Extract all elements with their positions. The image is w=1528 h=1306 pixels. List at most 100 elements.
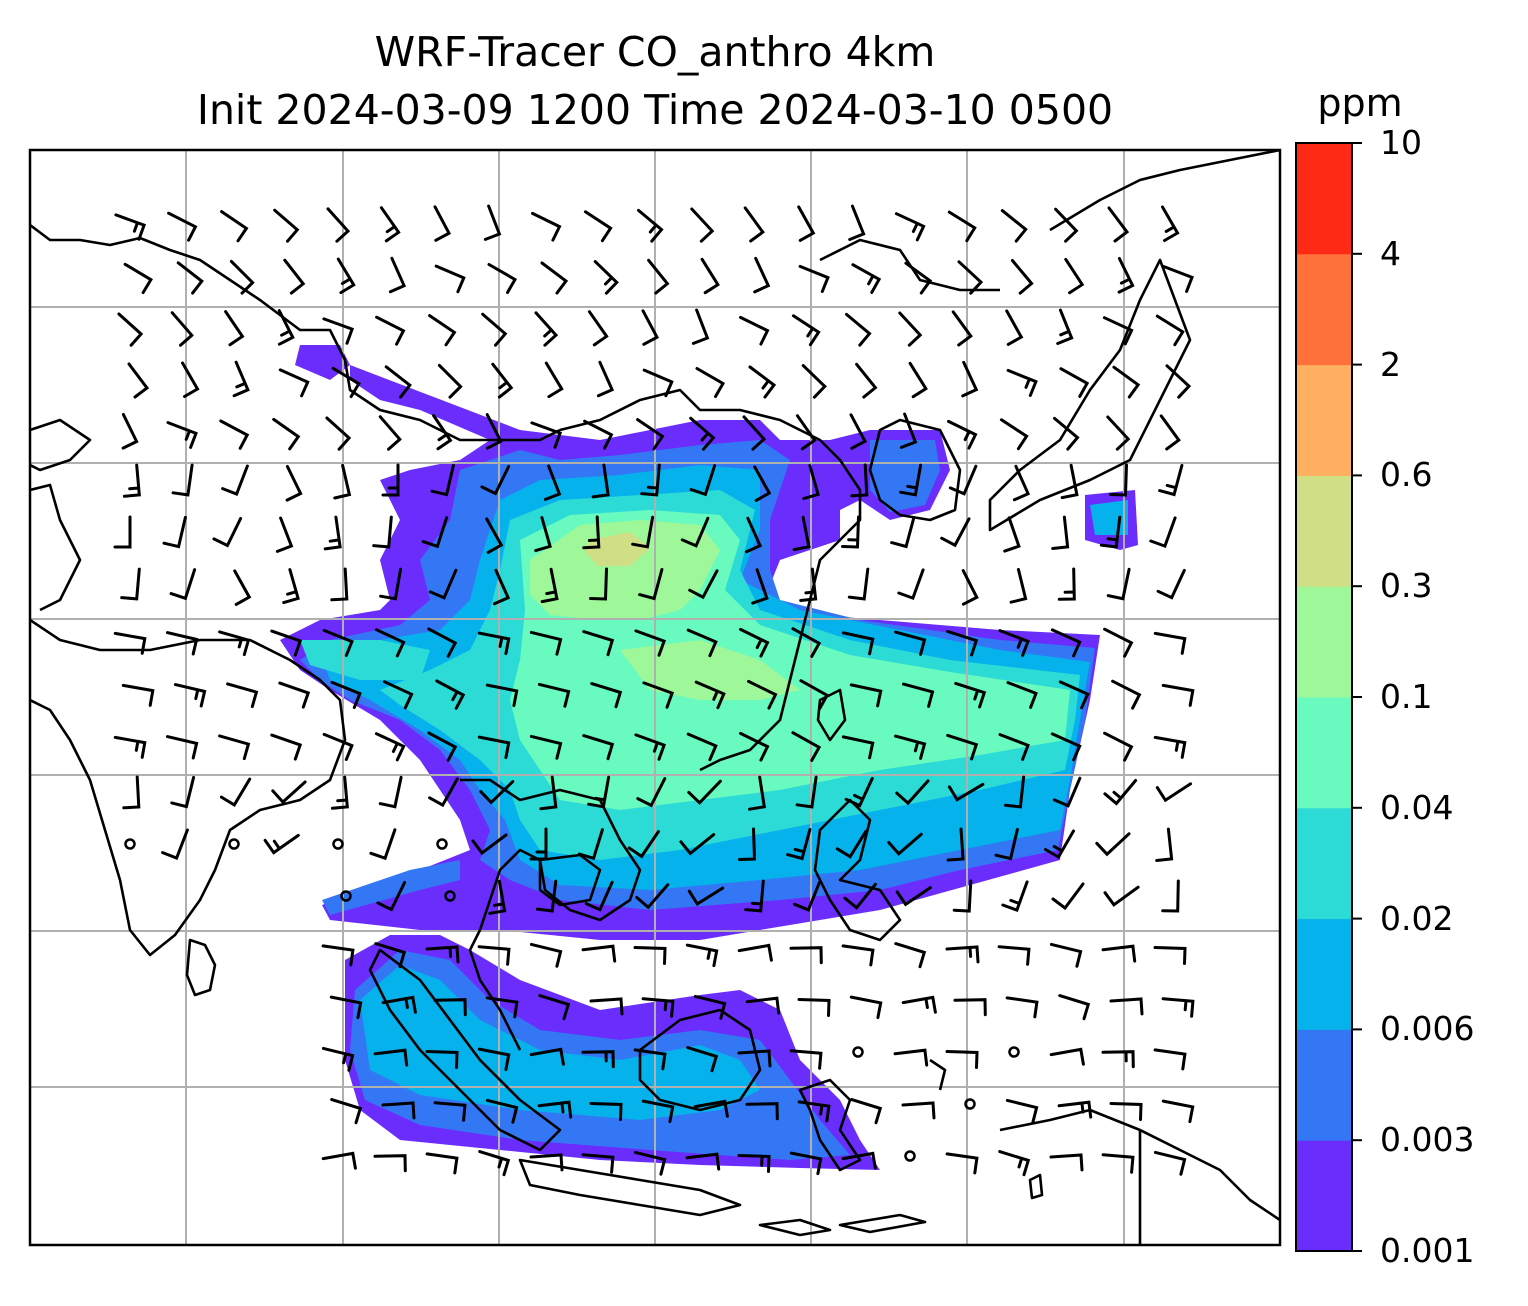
wind-barb: [285, 465, 303, 502]
wind-barb: [376, 881, 407, 912]
wind-barb: [1165, 364, 1192, 399]
colorbar-segment: [1296, 807, 1352, 920]
wind-barb: [793, 880, 822, 912]
wind-barb: [633, 1048, 667, 1071]
wind-barb: [795, 414, 817, 451]
wind-barb: [1060, 463, 1079, 500]
wind-barb: [282, 568, 300, 605]
coastline-sulawesi: [798, 1078, 862, 1172]
wind-barb: [471, 833, 508, 856]
wind-barb: [329, 995, 363, 1020]
coastline-west: [30, 418, 92, 612]
colorbar-segment: [1296, 364, 1352, 476]
wind-barb: [1109, 997, 1144, 1016]
wind-barb: [895, 779, 930, 806]
wind-barb: [1051, 515, 1070, 550]
wind-barb: [1161, 1099, 1195, 1124]
wind-barb: [1155, 827, 1174, 862]
wind-barb: [642, 368, 674, 398]
wind-barb: [425, 1152, 459, 1175]
wind-barb: [122, 463, 141, 498]
wind-barb: [739, 627, 770, 658]
wind-barb: [789, 946, 823, 965]
wind-barb: [369, 828, 397, 861]
wind-barb: [844, 776, 874, 808]
wind-barb: [321, 944, 355, 967]
wind-barb: [477, 631, 511, 656]
wind-barb: [232, 360, 250, 398]
wind-barb: [631, 515, 655, 549]
wind-barb: [753, 256, 771, 294]
wind-barb: [946, 733, 979, 761]
colorbar-tick-label: 0.04: [1380, 787, 1454, 827]
wind-barb: [994, 827, 1019, 861]
wind-barb: [890, 516, 916, 549]
wind-barb: [1005, 996, 1039, 1019]
wind-barb: [330, 680, 362, 709]
wind-barb: [435, 679, 466, 710]
colorbar: [1296, 143, 1352, 1252]
wind-barb: [543, 464, 562, 501]
wind-barb: [529, 1153, 564, 1172]
wind-barb: [686, 628, 718, 658]
wind-barb: [1162, 265, 1194, 293]
wind-barb: [1044, 829, 1075, 860]
wind-barb: [171, 463, 194, 497]
wind-barb: [321, 1151, 357, 1170]
wind-barb: [590, 682, 623, 709]
colorbar-tick-label: 2: [1380, 344, 1401, 384]
wind-barb: [322, 732, 354, 761]
wind-barb: [537, 1100, 573, 1119]
coastline-sumatra: [368, 948, 562, 1152]
wind-barb: [753, 465, 772, 502]
wind-barb: [1099, 515, 1122, 549]
wind-barb: [641, 1099, 675, 1124]
wind-barb: [633, 946, 667, 965]
wind-barb: [583, 419, 614, 450]
wind-barb: [999, 418, 1029, 451]
wind-barb: [121, 683, 155, 707]
coastline-small-islands: [758, 1058, 1044, 1237]
wind-barb: [1159, 414, 1181, 451]
wind-barb: [835, 829, 868, 859]
coastline-arabia-iran: [30, 223, 561, 442]
wind-barb: [479, 780, 515, 805]
wind-barb: [799, 567, 818, 602]
wind-barb: [636, 777, 667, 808]
wind-barb: [945, 1152, 979, 1175]
wind-barb: [581, 944, 617, 963]
wind-barbs: [113, 204, 1195, 1177]
wind-barb: [278, 681, 311, 709]
wind-barb: [321, 1046, 355, 1072]
wind-barb: [961, 569, 979, 606]
wind-barb: [166, 421, 198, 449]
wind-barb: [637, 208, 664, 243]
colorbar-tick-label: 4: [1380, 233, 1401, 273]
wind-barb: [895, 886, 932, 907]
wind-barb: [748, 365, 777, 399]
wind-barb: [635, 883, 670, 910]
wind-barb: [330, 1098, 363, 1125]
wind-barb: [1049, 942, 1083, 968]
wind-barb: [946, 629, 979, 657]
wind-barb: [581, 1153, 615, 1174]
wind-barb: [1155, 782, 1193, 803]
wind-barb: [433, 998, 467, 1017]
wind-barb: [795, 775, 818, 809]
wind-barb: [322, 317, 355, 345]
wind-barb: [1009, 567, 1028, 604]
colorbar-segment: [1296, 1140, 1352, 1252]
wind-barb: [582, 734, 615, 761]
wind-barb: [1064, 257, 1085, 295]
wind-barb: [947, 782, 985, 802]
wind-barb: [167, 211, 198, 242]
wind-barb: [219, 419, 250, 450]
wind-barb: [797, 1100, 831, 1123]
wind-barb-calm: [332, 838, 344, 850]
wind-barb: [1155, 314, 1185, 347]
wind-barb: [330, 775, 349, 810]
colorbar-unit-label: ppm: [1317, 81, 1403, 125]
wind-barb: [841, 735, 875, 760]
coastline-philippines: [813, 798, 902, 942]
wind-barb: [627, 830, 660, 859]
